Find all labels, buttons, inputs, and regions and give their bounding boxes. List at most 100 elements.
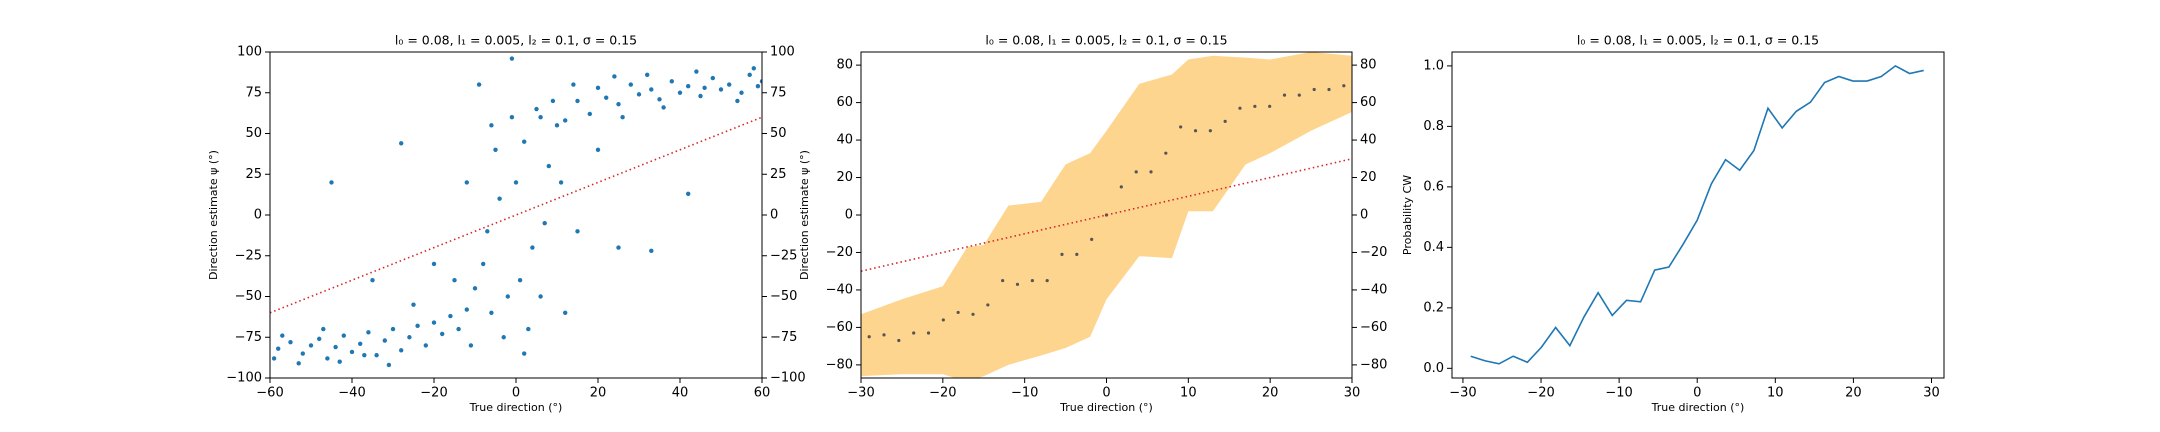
point — [534, 106, 539, 112]
point — [1253, 104, 1257, 108]
point — [1282, 93, 1287, 97]
x-tick-label: 30 — [1923, 386, 1940, 401]
point — [1075, 252, 1079, 256]
x-tick-label: 0 — [512, 386, 520, 401]
point — [1030, 278, 1034, 283]
point — [464, 180, 469, 185]
plot-area — [861, 52, 1352, 378]
x-tick-label: 20 — [1845, 386, 1862, 401]
y2-tick-label: 20 — [1360, 170, 1377, 185]
point — [423, 343, 428, 348]
point — [485, 229, 490, 234]
point — [464, 307, 469, 312]
point — [1149, 170, 1153, 174]
point — [612, 74, 617, 79]
y-tick-label: 100 — [237, 45, 262, 60]
point — [370, 278, 375, 283]
x-tick-label: 0 — [1693, 386, 1701, 401]
point — [362, 352, 367, 358]
x-tick-label: 60 — [754, 386, 771, 401]
point — [296, 361, 301, 366]
point — [411, 302, 416, 307]
point — [497, 196, 502, 201]
point — [1342, 84, 1346, 88]
point — [661, 105, 666, 110]
axes-frame — [269, 51, 763, 379]
y-tick-label: 1.0 — [1423, 58, 1444, 73]
point — [337, 359, 342, 364]
y-tick-label: 40 — [836, 133, 853, 148]
point — [476, 82, 482, 87]
band-area — [861, 52, 1352, 378]
point — [1015, 282, 1020, 286]
point — [489, 310, 494, 315]
x-tick-label: 30 — [1344, 386, 1361, 401]
point — [718, 87, 724, 92]
chart-title: l₀ = 0.08, l₁ = 0.005, l₂ = 0.1, σ = 0.1… — [985, 33, 1227, 48]
x-axis-label: True direction (°) — [1059, 401, 1153, 414]
point — [1312, 87, 1316, 92]
point — [759, 79, 762, 84]
point — [321, 326, 326, 332]
point — [971, 312, 975, 316]
y2-tick-label: −100 — [770, 371, 806, 386]
point — [341, 333, 346, 338]
x-tick-label: 10 — [1180, 386, 1197, 401]
point — [1193, 129, 1198, 133]
point — [271, 356, 277, 361]
y-axis-label: Probability CW — [1401, 175, 1414, 255]
y2-tick-label: 80 — [1360, 58, 1377, 73]
point — [308, 343, 314, 348]
panel: −30 −20 −10 0 10 20 30 0.0 0.2 0.4 0.6 0.8 1.0 l₀ = 0… — [1401, 33, 1945, 414]
chart-title: l₀ = 0.08, l₁ = 0.005, l₂ = 0.1, σ = 0.1… — [395, 33, 637, 48]
point — [374, 352, 379, 358]
point — [399, 141, 404, 146]
point — [366, 330, 371, 335]
x-tick-label: 20 — [590, 386, 607, 401]
point — [1164, 151, 1168, 155]
point — [399, 348, 404, 353]
plot-area — [270, 56, 762, 368]
point — [751, 66, 756, 71]
point — [912, 331, 916, 335]
point — [616, 101, 621, 107]
x-axis-label: True direction (°) — [469, 401, 563, 414]
y2-tick-label: −80 — [1360, 357, 1387, 372]
point — [571, 82, 576, 87]
y-tick-label: 0.8 — [1423, 119, 1444, 134]
point — [407, 335, 412, 340]
y-tick-label: −60 — [826, 320, 853, 335]
point — [636, 92, 642, 97]
point — [698, 93, 703, 99]
y-tick-label: −80 — [826, 357, 853, 372]
y2-tick-label: 50 — [770, 126, 787, 141]
point — [431, 320, 437, 325]
y-tick-label: −75 — [235, 330, 262, 345]
y-tick-label: 20 — [836, 170, 853, 185]
y2-tick-label: −20 — [1360, 245, 1387, 260]
point — [493, 147, 498, 152]
y2-tick-label: −25 — [770, 248, 797, 263]
point — [448, 313, 453, 319]
plot-area — [1470, 64, 1924, 365]
panel: −30 −20 −10 0 10 20 30 −80 −60 −40 −20 0 20 40 60 80 −80… — [798, 33, 1387, 415]
point — [1297, 93, 1301, 97]
point — [657, 97, 662, 102]
point — [649, 87, 654, 92]
x-axis-label: True direction (°) — [1651, 401, 1745, 414]
point — [1119, 185, 1123, 189]
y2-tick-label: 100 — [770, 45, 795, 60]
point — [542, 220, 547, 226]
point — [386, 362, 392, 368]
x-tick-label: −10 — [1011, 386, 1038, 401]
x-tick-label: 0 — [1102, 386, 1110, 401]
point — [941, 318, 945, 322]
y2-tick-label: 25 — [770, 167, 787, 182]
y-tick-label: 0.6 — [1423, 179, 1444, 194]
point — [501, 335, 506, 340]
point — [522, 351, 527, 356]
point — [649, 248, 654, 254]
point — [1060, 252, 1064, 256]
y-tick-label: −100 — [226, 371, 262, 386]
